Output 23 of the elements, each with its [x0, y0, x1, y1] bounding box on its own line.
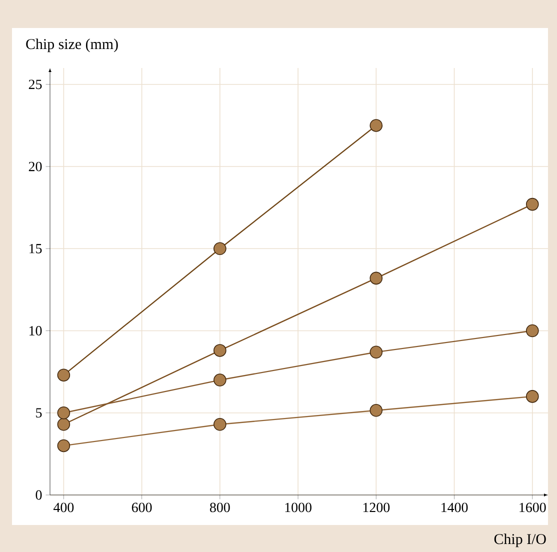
point [526, 324, 539, 338]
x-tick-label: 1400 [442, 502, 468, 512]
point [370, 404, 383, 417]
x-tick-label: 400 [53, 502, 74, 512]
y-tick-label: 15 [30, 244, 42, 254]
y-tick-label: 10 [30, 326, 42, 336]
x-tick-label: 1000 [285, 502, 312, 512]
point [526, 390, 539, 403]
x-tick-label: 1200 [363, 502, 390, 512]
y-tick-label: 20 [28, 162, 42, 172]
point [214, 374, 226, 386]
x-tick-label: 1600 [520, 502, 546, 512]
x-tick-label: 800 [210, 502, 230, 512]
y-tick-label: 25 [28, 80, 42, 90]
point [370, 346, 383, 359]
y-axis-title: Chip size (mm) [26, 38, 118, 52]
point [57, 406, 70, 420]
x-tick-label: 600 [132, 502, 152, 512]
x-axis-title: Chip I/O [494, 534, 546, 548]
y-tick-label: 0 [36, 490, 42, 500]
point [214, 418, 226, 431]
point [57, 439, 70, 452]
y-tick-label: 5 [36, 408, 42, 418]
